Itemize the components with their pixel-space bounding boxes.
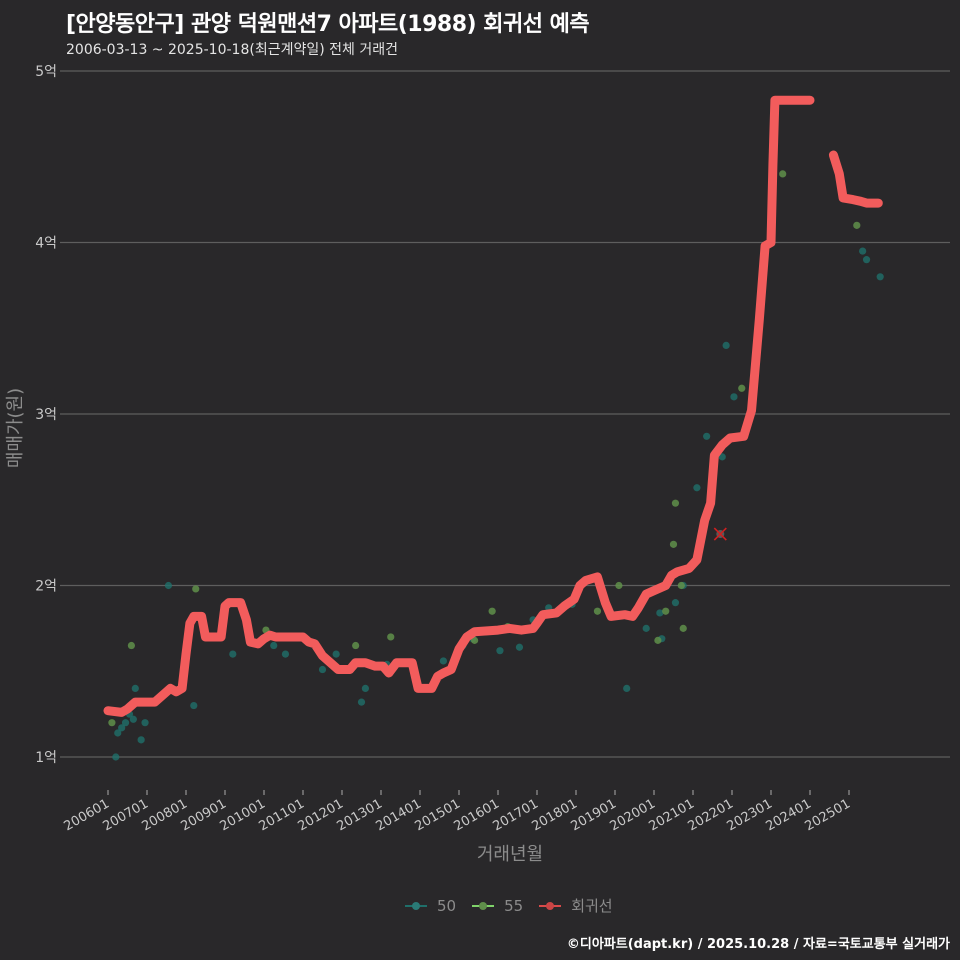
data-point-55 bbox=[471, 636, 479, 644]
data-point-50 bbox=[656, 609, 664, 617]
legend-key-regression-icon bbox=[539, 898, 562, 914]
legend: 50 55 회귀선 bbox=[405, 895, 619, 916]
data-point-55 bbox=[779, 170, 787, 178]
legend-item-55: 55 bbox=[472, 897, 523, 915]
y-tick-label: 4억 bbox=[35, 236, 57, 252]
scatter-points bbox=[108, 170, 884, 761]
chart-title: [안양동안구] 관양 덕원맨션7 아파트(1988) 회귀선 예측 bbox=[66, 12, 590, 37]
data-point-55 bbox=[488, 607, 496, 615]
data-point-50 bbox=[730, 393, 738, 401]
x-marker-icon bbox=[713, 527, 727, 541]
data-point-50 bbox=[137, 736, 145, 744]
data-point-50 bbox=[671, 599, 680, 607]
data-point-50 bbox=[318, 665, 327, 674]
data-point-55 bbox=[192, 585, 200, 593]
data-point-50 bbox=[703, 432, 711, 440]
data-point-55 bbox=[615, 581, 623, 590]
data-point-55 bbox=[662, 607, 670, 615]
legend-label-50: 50 bbox=[437, 896, 457, 915]
x-axis-title: 거래년월 bbox=[477, 844, 543, 865]
x-tick-label: 202501 bbox=[803, 796, 853, 834]
data-point-50 bbox=[496, 647, 504, 655]
y-axis-ticks: 1억 2억 3억 4억 5억 bbox=[35, 64, 57, 766]
source-caption: ©디아파트(dapt.kr) / 2025.10.28 / 자료=국토교통부 실… bbox=[566, 937, 950, 952]
y-axis-title: 매매가(원) bbox=[5, 388, 26, 468]
data-point-50 bbox=[129, 715, 137, 723]
data-point-55 bbox=[387, 633, 395, 641]
data-point-50 bbox=[862, 256, 871, 264]
regression-line-segment bbox=[828, 150, 883, 208]
data-point-50 bbox=[281, 650, 290, 658]
data-point-55 bbox=[738, 384, 746, 392]
data-point-55 bbox=[671, 499, 680, 507]
data-point-50 bbox=[439, 657, 447, 665]
data-point-55 bbox=[593, 607, 602, 615]
data-point-50 bbox=[229, 650, 237, 658]
data-point-50 bbox=[270, 641, 278, 650]
data-point-50 bbox=[718, 453, 726, 461]
legend-key-50-icon bbox=[405, 898, 427, 914]
chart-subtitle: 2006-03-13 ~ 2025-10-18(최근계약일) 전체 거래건 bbox=[66, 42, 398, 58]
data-point-55 bbox=[679, 624, 687, 632]
data-point-55 bbox=[654, 636, 662, 644]
data-point-50 bbox=[859, 247, 867, 255]
data-point-50 bbox=[876, 273, 884, 281]
data-point-50 bbox=[112, 753, 120, 761]
data-point-55 bbox=[127, 641, 135, 650]
data-point-55 bbox=[352, 641, 360, 650]
y-tick-label: 5억 bbox=[35, 64, 57, 80]
y-tick-label: 2억 bbox=[35, 579, 57, 595]
legend-key-55-icon bbox=[472, 898, 495, 914]
data-point-50 bbox=[131, 684, 139, 693]
data-point-50 bbox=[515, 643, 524, 651]
regression-line-segment bbox=[103, 95, 815, 717]
legend-label-55: 55 bbox=[504, 896, 524, 915]
data-point-50 bbox=[190, 701, 198, 710]
data-point-50 bbox=[164, 581, 173, 590]
data-point-50 bbox=[361, 684, 369, 693]
regression-line bbox=[103, 95, 883, 717]
legend-item-50: 50 bbox=[405, 897, 456, 915]
data-point-50 bbox=[121, 719, 130, 727]
prediction-marker bbox=[713, 527, 727, 541]
data-point-50 bbox=[623, 684, 631, 693]
data-point-55 bbox=[108, 719, 116, 727]
data-point-55 bbox=[677, 581, 685, 590]
data-point-55 bbox=[853, 221, 861, 229]
data-point-50 bbox=[693, 484, 701, 492]
x-axis-ticks: 2006012007012008012009012010012011012012… bbox=[62, 790, 853, 834]
data-point-50 bbox=[722, 341, 730, 349]
data-point-50 bbox=[118, 724, 126, 732]
y-tick-label: 1억 bbox=[35, 750, 57, 766]
data-point-50 bbox=[357, 698, 366, 706]
grid-lines bbox=[60, 70, 950, 758]
data-point-50 bbox=[141, 719, 149, 727]
data-point-55 bbox=[669, 540, 678, 548]
data-point-50 bbox=[114, 729, 122, 737]
data-point-50 bbox=[642, 624, 650, 632]
data-point-50 bbox=[332, 650, 340, 658]
legend-label-regression: 회귀선 bbox=[571, 897, 613, 915]
legend-item-regression: 회귀선 bbox=[539, 895, 613, 916]
y-tick-label: 3억 bbox=[35, 407, 57, 423]
